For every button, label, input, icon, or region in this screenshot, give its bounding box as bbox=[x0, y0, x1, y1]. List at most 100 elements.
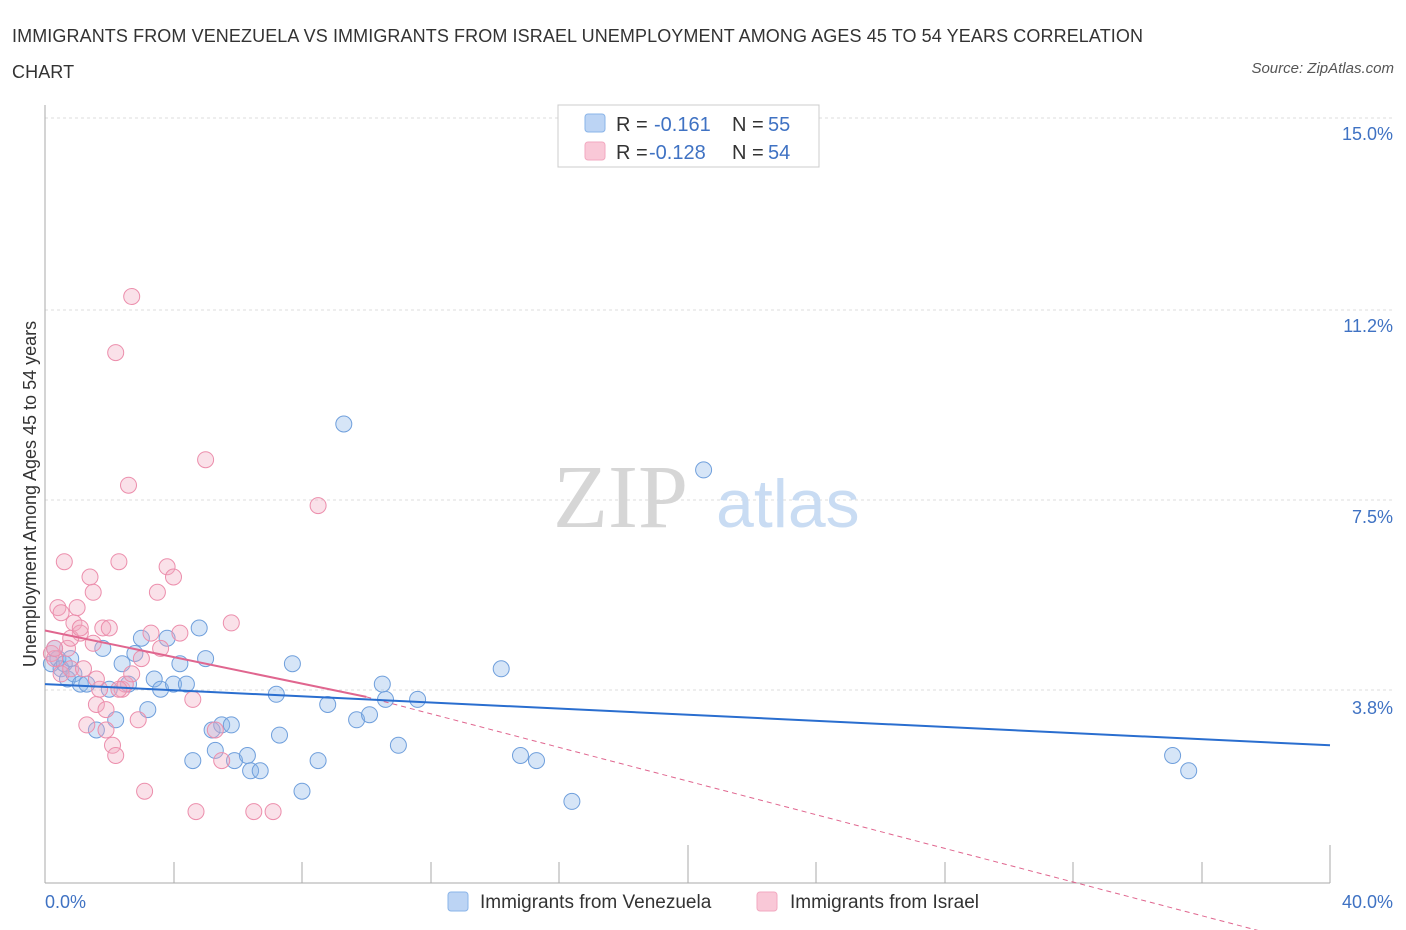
y-tick-label-7.5: 7.5% bbox=[1352, 507, 1393, 527]
israel-point bbox=[71, 619, 89, 637]
venezuela-point bbox=[242, 762, 260, 780]
israel-point bbox=[123, 665, 141, 683]
israel-point bbox=[84, 583, 102, 601]
venezuela-point bbox=[373, 675, 391, 693]
venezuela-point bbox=[222, 716, 240, 734]
venezuela-trend-line bbox=[44, 683, 1331, 747]
chart-title: IMMIGRANTS FROM VENEZUELA VS IMMIGRANTS … bbox=[12, 26, 1144, 82]
israel-point bbox=[136, 782, 154, 800]
venezuela-point bbox=[309, 752, 327, 770]
x-ticks bbox=[173, 845, 1331, 883]
israel-point bbox=[142, 624, 160, 642]
venezuela-point bbox=[251, 762, 269, 780]
israel-point bbox=[68, 599, 86, 617]
israel-point bbox=[264, 803, 282, 821]
legend-r-value-israel: -0.128 bbox=[649, 142, 706, 164]
israel-point bbox=[91, 680, 109, 698]
y-tick-label-3.8: 3.8% bbox=[1352, 698, 1393, 718]
israel-point bbox=[104, 736, 121, 754]
venezuela-point bbox=[165, 675, 182, 693]
venezuela-point bbox=[226, 752, 243, 770]
israel-point bbox=[84, 634, 102, 652]
israel-points bbox=[42, 288, 327, 821]
israel-point bbox=[46, 639, 64, 657]
venezuela-point bbox=[158, 629, 176, 647]
venezuela-point bbox=[1180, 762, 1198, 780]
y-axis-label: Unemployment Among Ages 45 to 54 years bbox=[20, 321, 40, 667]
israel-point bbox=[46, 650, 64, 668]
israel-point bbox=[59, 639, 76, 657]
israel-point bbox=[171, 624, 189, 642]
israel-point bbox=[81, 568, 99, 586]
israel-point bbox=[110, 553, 128, 571]
israel-point bbox=[222, 614, 240, 632]
israel-trend-extension bbox=[366, 696, 1259, 930]
israel-point bbox=[148, 583, 166, 601]
legend-n-label-israel: N = bbox=[732, 142, 764, 164]
legend-r-label-venezuela: R = bbox=[616, 114, 648, 136]
israel-point bbox=[52, 604, 70, 622]
legend-r-value-venezuela: -0.161 bbox=[654, 114, 711, 136]
israel-point bbox=[97, 701, 115, 719]
venezuela-point bbox=[409, 690, 427, 708]
trend-lines bbox=[44, 629, 1331, 930]
y-tick-label-15: 15.0% bbox=[1342, 124, 1393, 144]
israel-point bbox=[123, 288, 141, 305]
venezuela-point bbox=[319, 696, 337, 713]
venezuela-point bbox=[563, 792, 581, 810]
israel-point bbox=[213, 752, 231, 770]
venezuela-point bbox=[389, 736, 407, 754]
venezuela-point bbox=[528, 752, 545, 770]
bottom-legend-swatch-venezuela bbox=[447, 891, 469, 912]
israel-point bbox=[132, 650, 150, 668]
source-label: Source: ZipAtlas.com bbox=[1251, 60, 1394, 77]
venezuela-point bbox=[65, 665, 83, 683]
venezuela-point bbox=[145, 670, 163, 688]
israel-point bbox=[184, 690, 202, 708]
x-tick-label-min: 0.0% bbox=[45, 892, 86, 912]
legend-n-value-israel: 54 bbox=[768, 142, 790, 164]
venezuela-point bbox=[512, 747, 529, 764]
israel-point bbox=[165, 568, 182, 586]
israel-point bbox=[78, 716, 96, 734]
venezuela-point bbox=[94, 639, 112, 657]
bottom-legend-swatch-israel bbox=[756, 891, 778, 912]
israel-point bbox=[197, 451, 215, 469]
israel-point bbox=[100, 619, 118, 637]
israel-point bbox=[62, 660, 80, 678]
israel-point bbox=[158, 558, 176, 576]
gridlines bbox=[45, 117, 1393, 691]
venezuela-point bbox=[271, 726, 288, 744]
israel-point bbox=[87, 670, 105, 688]
israel-point bbox=[75, 660, 92, 678]
israel-point bbox=[42, 645, 60, 662]
venezuela-point bbox=[177, 675, 195, 693]
legend-n-value-venezuela: 55 bbox=[768, 114, 790, 136]
venezuela-point bbox=[1164, 747, 1182, 764]
stats-legend: R = -0.161 N = 55 R = -0.128 N = 54 bbox=[557, 104, 820, 168]
israel-point bbox=[49, 599, 67, 617]
venezuela-point bbox=[335, 415, 353, 433]
y-tick-label-11.2: 11.2% bbox=[1343, 316, 1393, 336]
watermark-zip: ZIP bbox=[553, 448, 688, 547]
israel-point bbox=[107, 747, 125, 764]
israel-point bbox=[129, 711, 147, 729]
legend-r-label-israel: R = bbox=[616, 142, 648, 164]
venezuela-point bbox=[293, 782, 311, 800]
venezuela-point bbox=[100, 680, 118, 698]
israel-point bbox=[152, 639, 170, 657]
series-legend: Immigrants from Venezuela Immigrants fro… bbox=[447, 891, 979, 913]
venezuela-point bbox=[190, 619, 208, 637]
israel-point bbox=[94, 619, 112, 637]
legend-swatch-israel bbox=[584, 141, 606, 161]
israel-trend-line bbox=[44, 629, 367, 698]
venezuela-point bbox=[206, 741, 224, 759]
venezuela-point bbox=[238, 747, 256, 764]
x-tick-label-max: 40.0% bbox=[1342, 892, 1393, 912]
bottom-legend-label-venezuela: Immigrants from Venezuela bbox=[480, 892, 712, 913]
watermark-atlas: atlas bbox=[716, 466, 860, 542]
israel-point bbox=[97, 721, 115, 739]
israel-point bbox=[187, 803, 205, 821]
venezuela-point bbox=[87, 721, 105, 739]
